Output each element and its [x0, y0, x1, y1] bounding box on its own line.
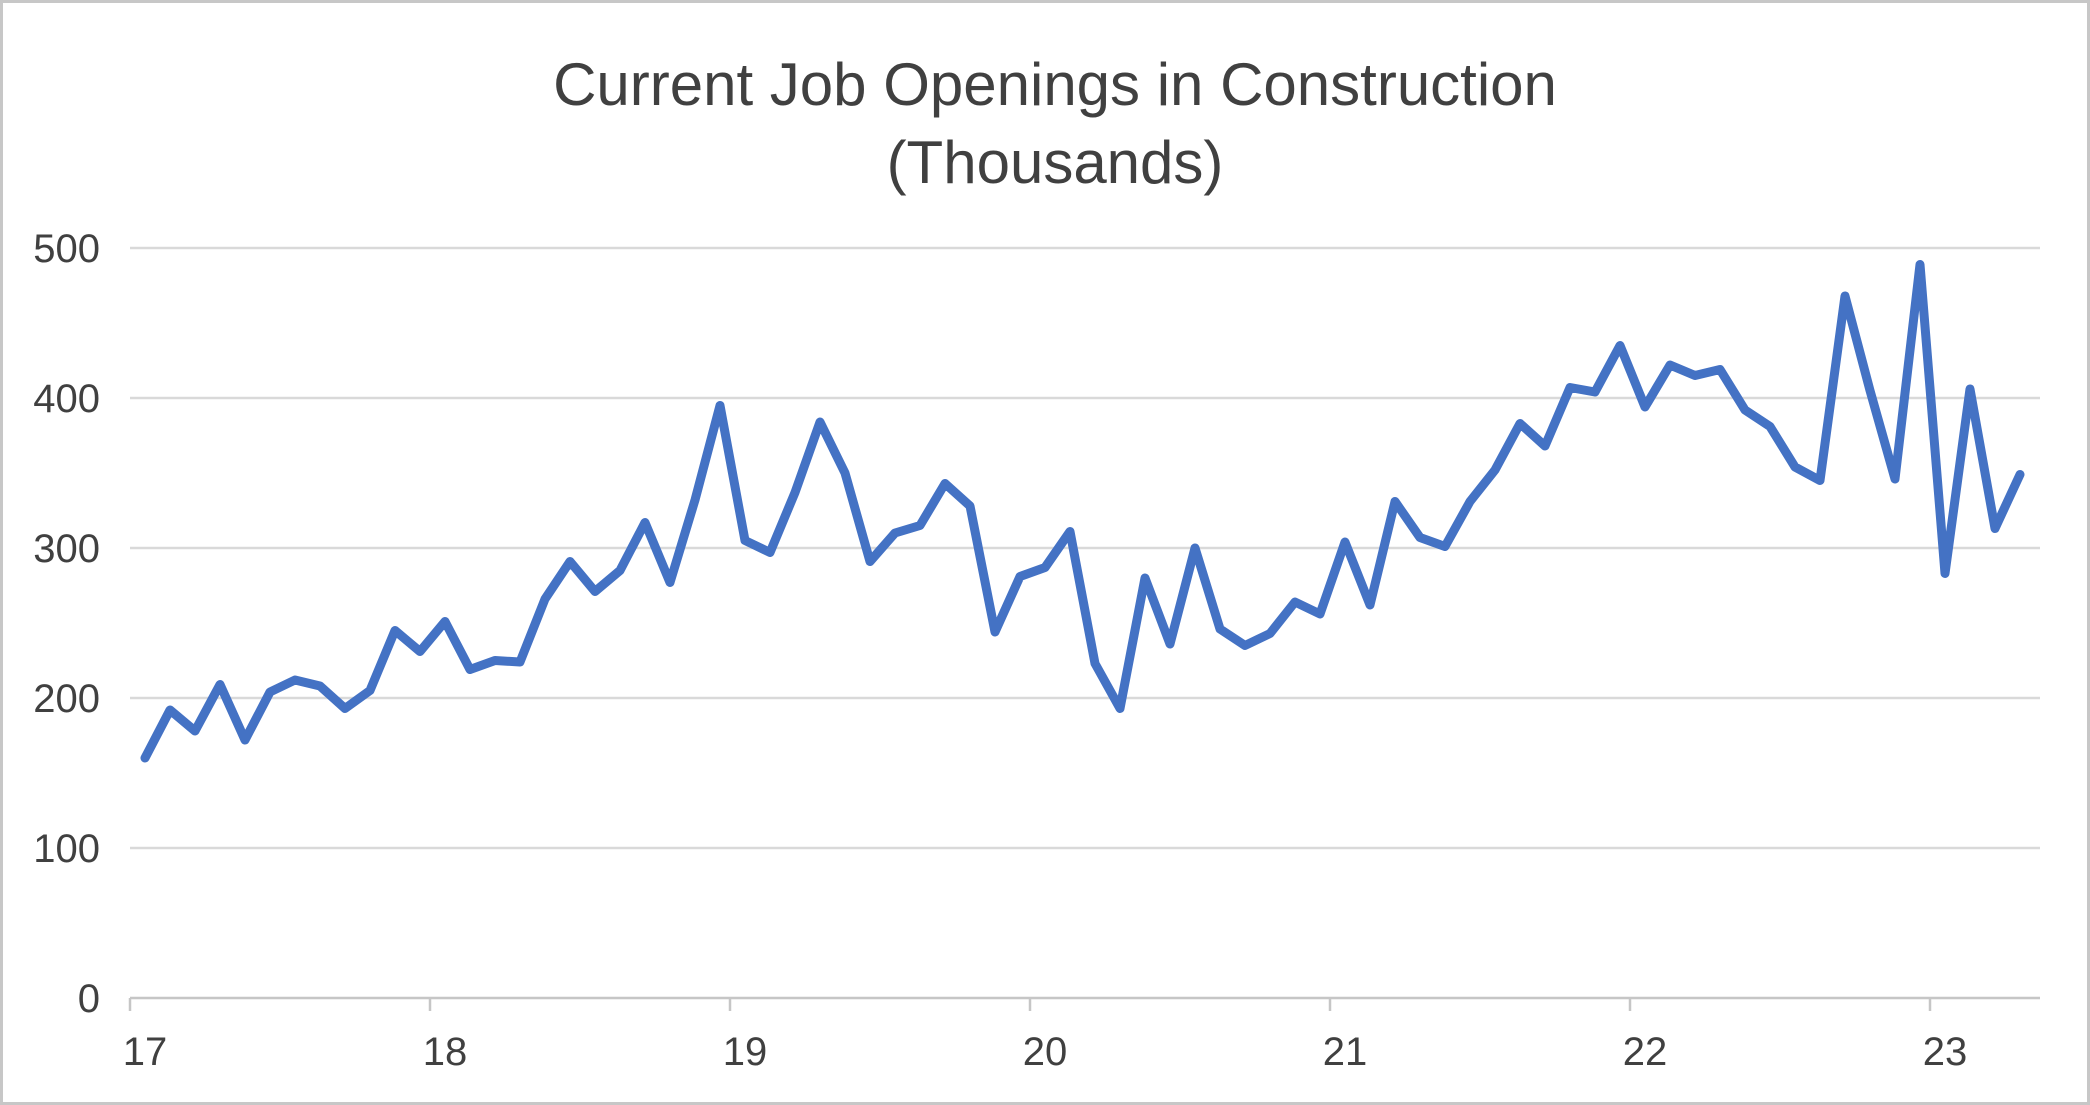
x-tick-label-21: 21 — [1323, 1030, 1368, 1074]
y-tick-label-400: 400 — [33, 377, 100, 421]
y-tick-label-300: 300 — [33, 527, 100, 571]
horizontal-gridlines — [130, 246, 2040, 1000]
x-tick-label-23: 23 — [1923, 1030, 1968, 1074]
y-tick-label-0: 0 — [78, 977, 100, 1021]
y-tick-label-200: 200 — [33, 677, 100, 721]
chart-title-line2: (Thousands) — [887, 129, 1224, 196]
x-axis-ticks — [128, 998, 1932, 1011]
y-tick-label-100: 100 — [33, 827, 100, 871]
x-tick-label-22: 22 — [1623, 1030, 1668, 1074]
data-line-construction-openings — [140, 260, 2025, 763]
x-tick-label-18: 18 — [423, 1030, 468, 1074]
x-tick-label-19: 19 — [723, 1030, 768, 1074]
chart-title-line1: Current Job Openings in Construction — [553, 51, 1557, 118]
y-axis-labels: 0 100 200 300 400 500 — [33, 227, 100, 1021]
x-axis-labels: 17 18 19 20 21 22 23 — [123, 1030, 1968, 1074]
x-tick-label-17: 17 — [123, 1030, 168, 1074]
x-tick-label-20: 20 — [1023, 1030, 1068, 1074]
y-tick-label-500: 500 — [33, 227, 100, 271]
